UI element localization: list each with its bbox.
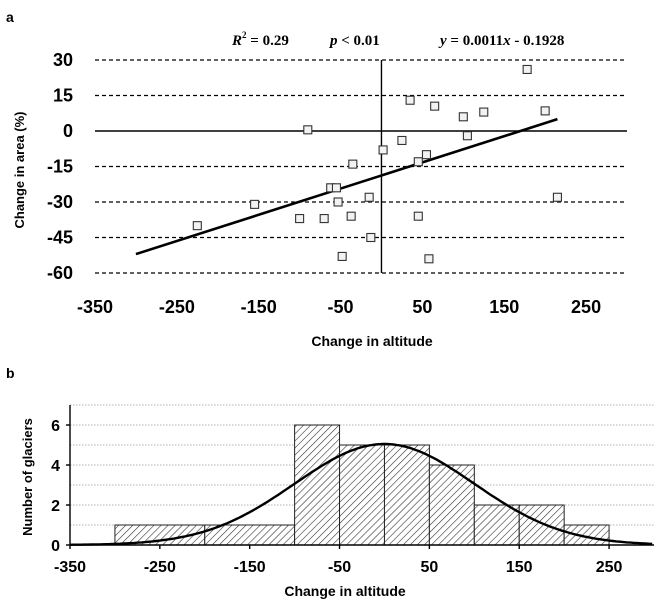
histogram-panel: 0 2 4 6 -350 -250 -150 -50 50 150 250 Change in alt… xyxy=(20,404,654,599)
y-tick-label: -30 xyxy=(47,192,73,212)
data-point xyxy=(397,135,407,146)
eq-end: - 0.1928 xyxy=(511,33,565,49)
data-point xyxy=(421,150,432,160)
data-point xyxy=(430,101,440,111)
data-point xyxy=(348,159,358,169)
eq-x: x xyxy=(502,33,511,49)
data-point xyxy=(458,112,468,122)
data-point xyxy=(192,221,202,231)
data-point xyxy=(366,232,376,243)
x-tick-label: -250 xyxy=(144,559,176,576)
trendline xyxy=(135,117,558,256)
data-point xyxy=(462,131,472,141)
x-tick-label: -350 xyxy=(77,297,113,317)
histogram-bar xyxy=(339,444,385,546)
x-tick-label: -50 xyxy=(328,297,354,317)
eq-mid: = 0.0011 xyxy=(447,33,503,49)
p-value: < 0.01 xyxy=(338,33,380,49)
data-point xyxy=(424,254,434,264)
x-tick-label: 50 xyxy=(420,559,438,576)
histogram-bar xyxy=(518,504,565,546)
x-tick-label: 250 xyxy=(571,297,601,317)
histogram-bar xyxy=(428,464,475,546)
data-point xyxy=(540,106,550,116)
data-point xyxy=(405,95,415,105)
r2-annotation: R2 = 0.29 xyxy=(231,30,289,49)
data-point xyxy=(413,157,423,167)
y-tick-label: 15 xyxy=(53,86,73,106)
x-tick-label: -350 xyxy=(54,559,86,576)
x-axis-label: Change in altitude xyxy=(311,333,433,349)
data-point xyxy=(413,211,423,221)
data-point xyxy=(331,183,341,193)
data-point xyxy=(346,211,356,221)
y-tick-label: 4 xyxy=(51,458,60,475)
y-axis-label: Change in area (%) xyxy=(12,111,27,228)
data-point xyxy=(250,199,260,209)
normal-fit-curve xyxy=(69,442,653,546)
data-point xyxy=(522,64,532,75)
histogram-bar xyxy=(473,504,520,546)
data-point xyxy=(337,251,347,261)
y-axis-label: Number of glaciers xyxy=(20,418,35,536)
histogram-bar xyxy=(383,444,430,546)
y-tick-label: 0 xyxy=(51,538,60,555)
data-point xyxy=(552,192,562,202)
x-tick-label: 50 xyxy=(412,297,432,317)
data-point xyxy=(319,214,329,224)
p-symbol: p xyxy=(328,33,338,49)
r2-symbol: R xyxy=(231,33,242,49)
data-point xyxy=(364,192,374,202)
histogram-bar xyxy=(294,424,341,546)
panel-b-label: b xyxy=(6,365,15,381)
x-tick-label: 150 xyxy=(506,559,533,576)
panel-a-label: a xyxy=(6,9,14,25)
histogram-bar xyxy=(563,524,610,546)
data-point xyxy=(378,145,388,155)
data-point xyxy=(333,197,343,207)
p-annotation: p < 0.01 xyxy=(328,33,380,49)
r2-value: = 0.29 xyxy=(247,33,289,49)
x-tick-label: 150 xyxy=(489,297,519,317)
eq-y: y xyxy=(438,33,447,49)
data-point xyxy=(303,125,313,135)
x-tick-label: -250 xyxy=(159,297,195,317)
data-point xyxy=(479,107,489,117)
data-point xyxy=(295,214,305,224)
x-tick-label: 250 xyxy=(596,559,623,576)
x-tick-label: -150 xyxy=(241,297,277,317)
r2-exponent: 2 xyxy=(242,30,247,40)
x-tick-label: -150 xyxy=(234,559,266,576)
x-axis-label: Change in altitude xyxy=(284,583,406,599)
y-tick-label: -45 xyxy=(47,228,73,248)
y-tick-label: 2 xyxy=(51,498,60,515)
y-tick-label: 30 xyxy=(53,50,73,70)
y-tick-label: 0 xyxy=(63,121,73,141)
y-tick-label: -60 xyxy=(47,263,73,283)
equation-annotation: y = 0.0011x - 0.1928 xyxy=(438,33,564,49)
x-tick-label: -50 xyxy=(328,559,351,576)
y-tick-label: 6 xyxy=(51,418,60,435)
y-tick-label: -15 xyxy=(47,157,73,177)
